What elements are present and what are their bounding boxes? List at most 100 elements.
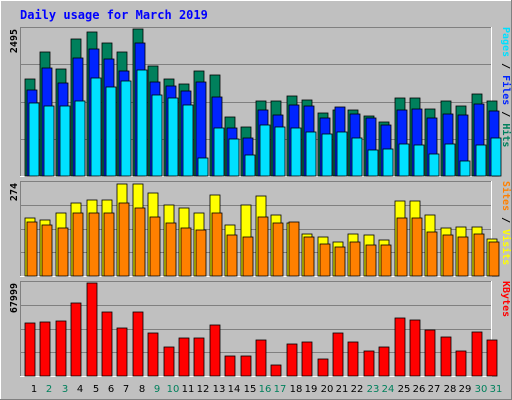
bar-pages-day-12 bbox=[197, 157, 209, 177]
bar-sites-day-31 bbox=[488, 241, 500, 277]
bar-kbytes-day-14 bbox=[224, 355, 236, 377]
bar-sites-day-16 bbox=[257, 216, 269, 277]
bar-kbytes-day-30 bbox=[471, 331, 483, 377]
bar-kbytes-day-17 bbox=[270, 364, 282, 377]
legend-part: / bbox=[500, 211, 511, 229]
day-label-9: 9 bbox=[154, 384, 160, 395]
bar-pages-day-2 bbox=[43, 105, 55, 177]
day-label-13: 13 bbox=[213, 384, 226, 395]
panel-max-value-label: 67999 bbox=[9, 283, 20, 313]
bar-pages-day-4 bbox=[74, 100, 86, 177]
bar-kbytes-day-3 bbox=[55, 320, 67, 377]
day-label-4: 4 bbox=[77, 384, 83, 395]
bar-pages-day-26 bbox=[413, 144, 425, 177]
bar-sites-day-14 bbox=[226, 234, 238, 277]
bar-kbytes-day-31 bbox=[486, 339, 498, 377]
bar-kbytes-day-21 bbox=[332, 332, 344, 377]
legend-part: Visits bbox=[500, 229, 512, 265]
bar-pages-day-13 bbox=[213, 127, 225, 177]
bar-pages-day-24 bbox=[382, 148, 394, 177]
panel-2: 274 Sites / Visits bbox=[9, 181, 512, 277]
bar-pages-day-28 bbox=[444, 143, 456, 177]
day-label-5: 5 bbox=[93, 384, 99, 395]
bar-sites-day-2 bbox=[41, 224, 53, 277]
bar-kbytes-day-13 bbox=[209, 324, 221, 377]
panel-series-legend: Sites / Visits bbox=[500, 181, 512, 265]
bar-kbytes-day-16 bbox=[255, 339, 267, 377]
x-axis-day-labels: 1 2 3 4 5 6 7 8 9 10 11 12 13 14 15 16 17 18 19 20 21 22 23 24 2… bbox=[31, 384, 503, 395]
panel-series-legend: Pages / Files / Hits bbox=[500, 27, 512, 147]
day-label-20: 20 bbox=[321, 384, 334, 395]
bar-sites-day-20 bbox=[319, 243, 331, 277]
series-sites bbox=[26, 202, 500, 277]
bar-kbytes-day-26 bbox=[409, 319, 421, 377]
bar-pages-day-19 bbox=[305, 131, 317, 177]
bar-kbytes-day-1 bbox=[24, 322, 36, 377]
bar-kbytes-day-4 bbox=[70, 302, 82, 377]
bar-pages-day-3 bbox=[59, 105, 71, 177]
bar-pages-day-18 bbox=[290, 127, 302, 177]
bar-sites-day-5 bbox=[88, 212, 100, 277]
bar-sites-day-3 bbox=[57, 227, 69, 277]
panel-1: 2495 Pages / Files / Hits bbox=[9, 27, 512, 177]
bar-pages-day-9 bbox=[151, 94, 163, 177]
bar-kbytes-day-20 bbox=[317, 358, 329, 377]
day-label-12: 12 bbox=[197, 384, 210, 395]
bar-pages-day-20 bbox=[321, 133, 333, 177]
bar-pages-day-31 bbox=[490, 137, 502, 177]
day-label-11: 11 bbox=[182, 384, 195, 395]
bar-kbytes-day-18 bbox=[286, 343, 298, 377]
bar-sites-day-19 bbox=[303, 236, 315, 277]
bar-sites-day-7 bbox=[118, 202, 130, 277]
bar-sites-day-15 bbox=[242, 236, 254, 277]
bar-pages-day-23 bbox=[367, 149, 379, 177]
bar-pages-day-30 bbox=[475, 144, 487, 177]
day-label-3: 3 bbox=[62, 384, 68, 395]
bar-pages-day-17 bbox=[274, 126, 286, 177]
bar-pages-day-6 bbox=[105, 86, 117, 177]
day-label-24: 24 bbox=[382, 384, 395, 395]
legend-part: Sites bbox=[500, 181, 512, 211]
bar-sites-day-17 bbox=[272, 222, 284, 277]
bar-kbytes-day-2 bbox=[39, 321, 51, 377]
bar-pages-day-10 bbox=[167, 97, 179, 177]
panel-3: 67999 KBytes bbox=[9, 281, 511, 377]
bar-sites-day-24 bbox=[380, 244, 392, 277]
bar-sites-day-28 bbox=[442, 234, 454, 277]
bar-pages-day-15 bbox=[244, 154, 256, 177]
bar-kbytes-day-19 bbox=[301, 341, 313, 377]
bar-pages-day-25 bbox=[398, 143, 410, 177]
bar-pages-day-14 bbox=[228, 138, 240, 177]
day-label-27: 27 bbox=[428, 384, 441, 395]
bar-kbytes-day-6 bbox=[101, 311, 113, 377]
bar-sites-day-21 bbox=[334, 246, 346, 277]
bar-pages-day-1 bbox=[28, 102, 40, 177]
day-label-22: 22 bbox=[351, 384, 364, 395]
legend-part: Hits bbox=[500, 123, 512, 147]
bar-pages-day-8 bbox=[136, 69, 148, 177]
bar-sites-day-22 bbox=[349, 241, 361, 277]
bar-kbytes-day-8 bbox=[132, 311, 144, 377]
bar-kbytes-day-25 bbox=[394, 317, 406, 377]
panel-max-value-label: 274 bbox=[9, 183, 20, 201]
bar-sites-day-26 bbox=[411, 217, 423, 277]
day-label-30: 30 bbox=[475, 384, 488, 395]
legend-part: KBytes bbox=[500, 281, 511, 317]
legend-part: Files bbox=[500, 75, 512, 105]
day-label-6: 6 bbox=[108, 384, 114, 395]
panel-series-legend: KBytes bbox=[500, 281, 511, 317]
bar-pages-day-5 bbox=[90, 77, 102, 177]
bar-kbytes-day-7 bbox=[116, 327, 128, 377]
bar-pages-day-21 bbox=[336, 131, 348, 177]
day-label-16: 16 bbox=[259, 384, 272, 395]
bar-pages-day-29 bbox=[459, 160, 471, 177]
day-label-21: 21 bbox=[336, 384, 349, 395]
bar-sites-day-30 bbox=[473, 233, 485, 277]
day-label-1: 1 bbox=[31, 384, 37, 395]
day-label-25: 25 bbox=[398, 384, 411, 395]
day-label-31: 31 bbox=[490, 384, 503, 395]
legend-part: Pages bbox=[500, 27, 511, 57]
bar-kbytes-day-10 bbox=[163, 346, 175, 377]
day-label-2: 2 bbox=[46, 384, 52, 395]
